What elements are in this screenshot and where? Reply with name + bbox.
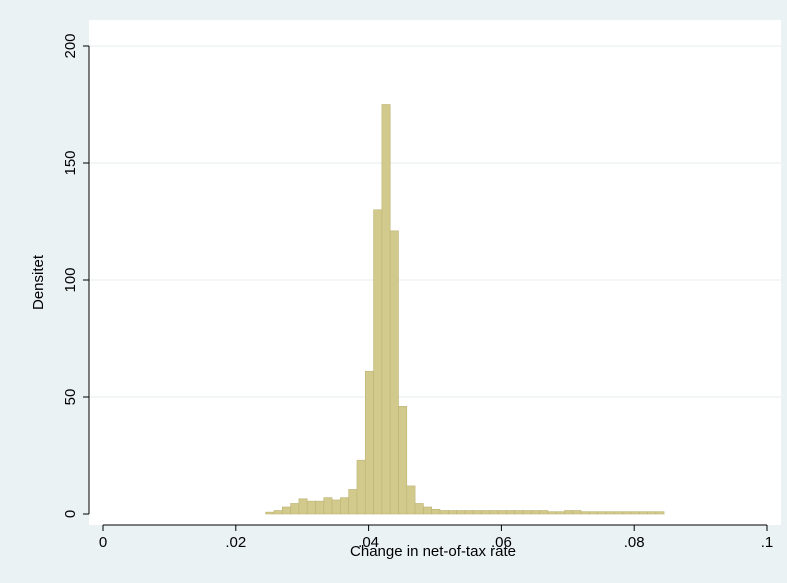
y-tick-label: 150	[62, 150, 79, 175]
histogram-bar	[323, 497, 333, 515]
histogram-bar	[439, 510, 449, 515]
y-tick-label: 200	[62, 33, 79, 58]
histogram-bar	[613, 511, 623, 515]
histogram-bar	[406, 485, 416, 515]
histogram-bar	[464, 510, 474, 515]
histogram-bar	[389, 230, 399, 515]
histogram-bar	[423, 506, 432, 515]
y-tick-label: 50	[62, 389, 79, 406]
histogram-bar	[306, 500, 316, 515]
histogram-bar	[539, 510, 549, 515]
histogram-bar	[522, 510, 532, 515]
histogram-bar	[356, 459, 366, 515]
x-tick-label: .1	[761, 534, 774, 551]
plot-area	[89, 20, 781, 525]
histogram-bar	[630, 511, 640, 515]
histogram-bar	[506, 510, 515, 515]
histogram-bar	[373, 209, 383, 515]
grid-lines	[89, 45, 781, 398]
histogram-bar	[381, 104, 391, 515]
histogram-bar	[481, 510, 491, 515]
histogram-bar	[398, 406, 408, 515]
x-tick-label: .04	[358, 534, 379, 551]
histogram-bar	[290, 503, 300, 515]
x-axis-title: Change in net-of-tax rate	[350, 543, 516, 560]
histogram-bar	[340, 497, 349, 515]
histogram-bar	[580, 511, 590, 515]
histogram-bar	[547, 511, 557, 515]
histogram-bar	[530, 510, 540, 515]
x-tick-label: 0	[99, 534, 107, 551]
histogram-bar	[364, 370, 374, 515]
histogram-bar	[447, 510, 457, 515]
histogram-bar	[281, 506, 291, 515]
histogram-bar	[472, 510, 482, 515]
histogram-bar	[514, 510, 524, 515]
histogram-bar	[265, 511, 275, 515]
histogram-bar	[655, 511, 665, 515]
x-tick-label: .02	[225, 534, 246, 551]
histogram-bar	[638, 511, 648, 515]
histogram-bar	[315, 500, 325, 515]
x-tick-label: .08	[624, 534, 645, 551]
histogram-bar	[622, 511, 632, 515]
y-tick-label: 0	[62, 510, 79, 518]
histogram-bar	[597, 511, 607, 515]
histogram-bar	[555, 511, 565, 515]
histogram-bar	[489, 510, 499, 515]
histogram-bar	[497, 510, 507, 515]
y-axis-title: Densitet	[30, 254, 47, 310]
histogram-bars	[265, 104, 665, 515]
histogram-bar	[647, 511, 657, 515]
histogram-bar	[456, 510, 466, 515]
histogram-bar	[564, 510, 574, 515]
histogram-bar	[589, 511, 598, 515]
histogram-bar	[605, 511, 615, 515]
tick-marks: 0 50 100 150 200 0 .02 .04 .06 .08 .1	[62, 33, 773, 551]
histogram-bar	[431, 509, 441, 515]
histogram-bar	[348, 489, 358, 515]
x-tick-label: .06	[491, 534, 512, 551]
histogram-bar	[331, 499, 341, 515]
histogram-bar	[298, 498, 308, 515]
histogram-bar	[273, 510, 283, 515]
histogram-bar	[414, 503, 424, 515]
histogram-bar	[572, 510, 582, 515]
y-tick-label: 100	[62, 267, 79, 292]
